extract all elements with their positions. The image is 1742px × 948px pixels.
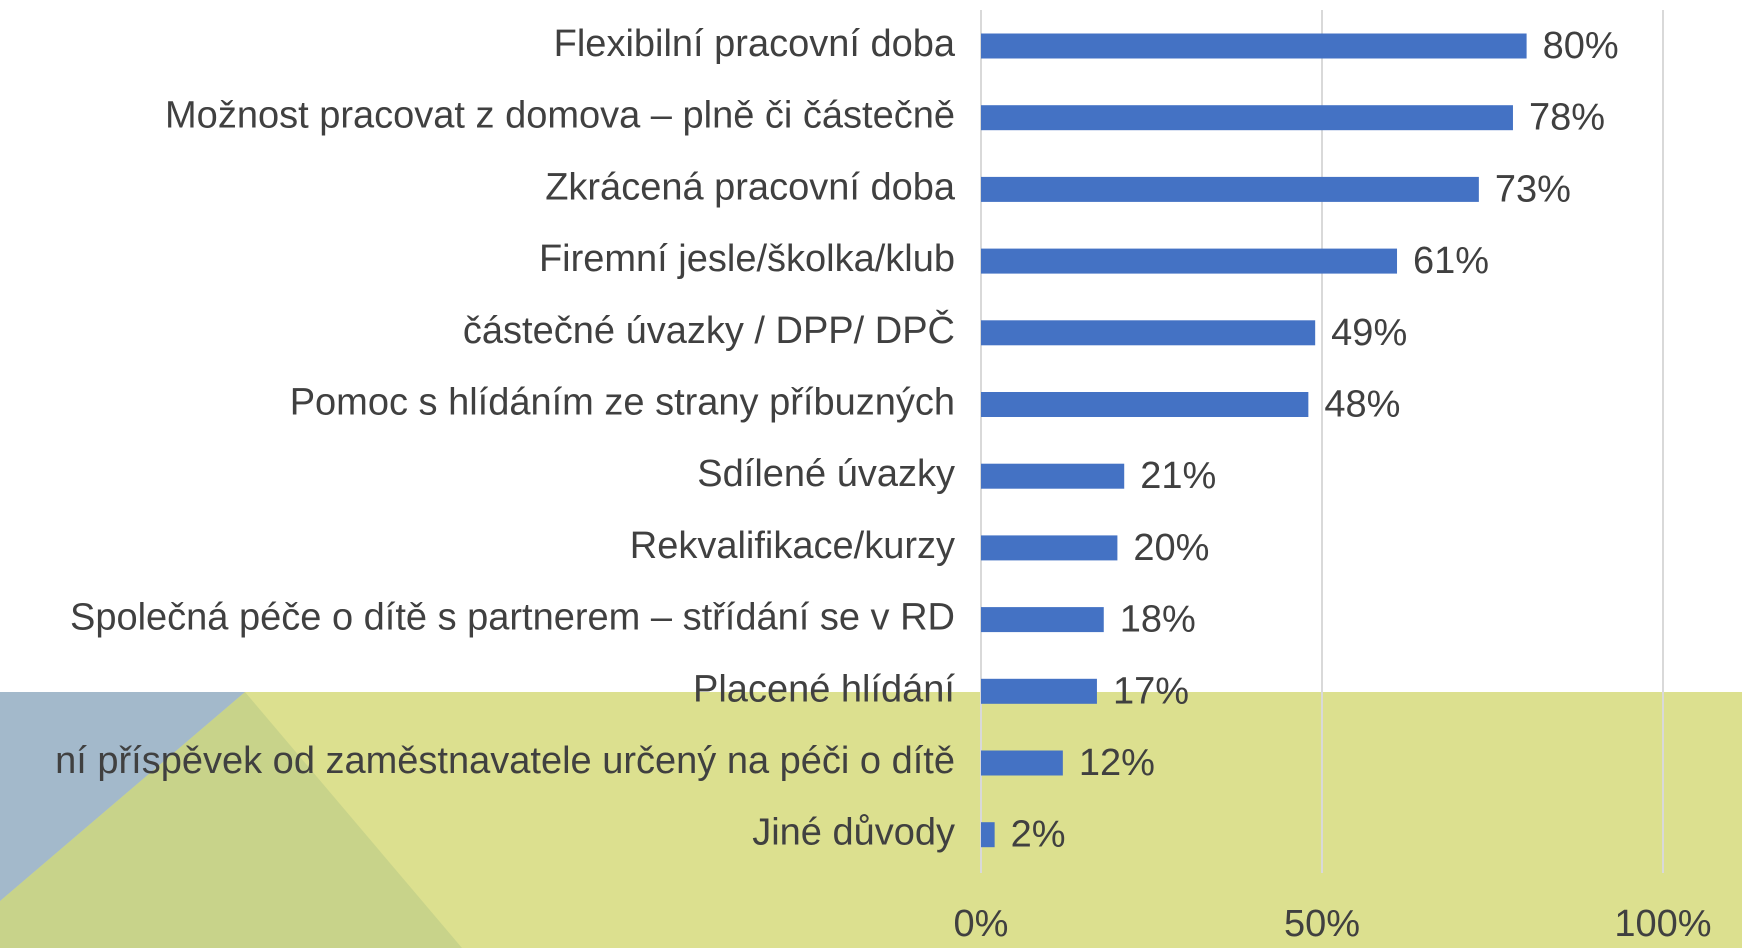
bar [981,607,1104,633]
background-shape [0,692,462,948]
data-label: 21% [1140,455,1216,497]
bar [981,176,1479,202]
y-tick-label: Jiné důvody [752,812,955,854]
data-label: 61% [1413,240,1489,282]
data-label: 78% [1529,97,1605,139]
bar [981,33,1527,59]
bar [981,750,1063,776]
data-label: 12% [1079,742,1155,784]
y-tick-label: Placené hlídání [693,668,955,710]
y-tick-label: Flexibilní pracovní doba [554,23,956,65]
data-label: 48% [1324,384,1400,426]
data-label: 20% [1133,527,1209,569]
bar [981,822,995,848]
bar [981,463,1125,489]
y-tick-label: ní příspěvek od zaměstnavatele určený na… [55,740,955,782]
y-tick-label: Pomoc s hlídáním ze strany příbuzných [290,382,955,424]
bar [981,535,1118,561]
data-label: 18% [1120,599,1196,641]
bar [981,105,1513,131]
bar [981,320,1316,346]
bar [981,248,1398,274]
data-label: 2% [1011,814,1066,856]
bar [981,678,1097,704]
y-tick-label: Zkrácená pracovní doba [545,166,956,208]
y-tick-label: Sdílené úvazky [697,453,955,495]
bar [981,392,1309,417]
y-tick-label: částečné úvazky / DPP/ DPČ [463,308,955,352]
x-tick-label: 0% [954,903,1009,945]
x-tick-label: 50% [1284,903,1360,945]
data-label: 80% [1543,25,1619,67]
data-label: 49% [1331,312,1407,354]
background-shape [0,692,245,901]
y-tick-label: Rekvalifikace/kurzy [630,525,955,567]
data-label: 73% [1495,168,1571,210]
y-tick-label: Společná péče o dítě s partnerem – stříd… [70,597,955,639]
data-label: 17% [1113,670,1189,712]
y-tick-label: Firemní jesle/školka/klub [539,238,955,280]
y-tick-label: Možnost pracovat z domova – plně či část… [165,95,955,137]
x-tick-label: 100% [1614,903,1711,945]
